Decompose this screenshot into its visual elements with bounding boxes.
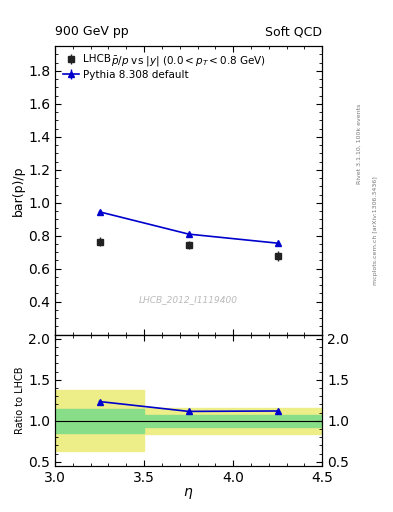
Text: Rivet 3.1.10, 100k events: Rivet 3.1.10, 100k events — [357, 103, 362, 183]
Y-axis label: bar(p)/p: bar(p)/p — [12, 165, 25, 216]
Text: $\bar{p}/p$ vs $|y|$ $(0.0 < p_T < 0.8$ GeV$)$: $\bar{p}/p$ vs $|y|$ $(0.0 < p_T < 0.8$ … — [111, 55, 266, 69]
Text: 900 GeV pp: 900 GeV pp — [55, 26, 129, 38]
Y-axis label: Ratio to LHCB: Ratio to LHCB — [15, 367, 26, 434]
Text: Soft QCD: Soft QCD — [265, 26, 322, 38]
X-axis label: $\eta$: $\eta$ — [184, 486, 194, 501]
Legend: LHCB, Pythia 8.308 default: LHCB, Pythia 8.308 default — [60, 51, 192, 83]
Text: LHCB_2012_I1119400: LHCB_2012_I1119400 — [139, 295, 238, 305]
Text: mcplots.cern.ch [arXiv:1306.3436]: mcplots.cern.ch [arXiv:1306.3436] — [373, 176, 378, 285]
